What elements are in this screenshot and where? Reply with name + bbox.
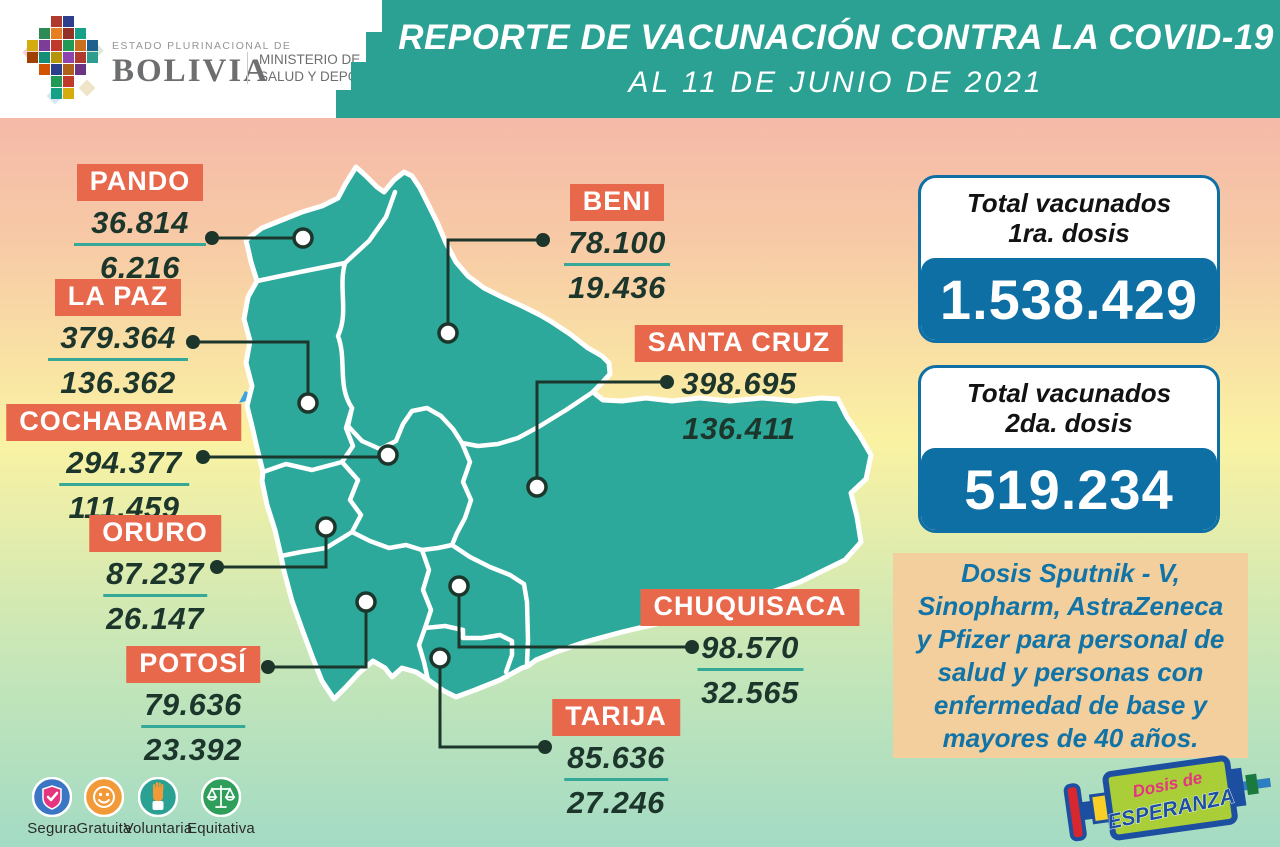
value-gratuita: Gratuita <box>64 777 144 837</box>
dose2-value: 6.216 <box>99 250 181 285</box>
dose1-value: 87.237 <box>106 556 204 591</box>
value-voluntaria: Voluntaria <box>118 777 198 837</box>
total-dose2-value: 519.234 <box>921 448 1217 530</box>
dept-name-badge: LA PAZ <box>54 279 182 316</box>
dose2-value: 23.392 <box>144 732 242 767</box>
shield-check-icon <box>32 777 72 817</box>
dose1-value: 85.636 <box>567 740 665 775</box>
value-equitativa: Equitativa <box>181 777 261 837</box>
dose2-value: 26.147 <box>106 601 204 636</box>
callout-oruro: ORURO 87.237 26.147 <box>89 515 221 634</box>
value-segura: Segura <box>12 777 92 837</box>
map-marker-dots <box>292 227 548 669</box>
dose2-value: 136.362 <box>60 365 176 400</box>
page-subtitle: AL 11 DE JUNIO DE 2021 <box>628 66 1044 99</box>
dose1-value: 398.695 <box>681 366 797 401</box>
dose1-value: 379.364 <box>60 320 176 355</box>
value-label: Equitativa <box>187 820 255 837</box>
callout-santa-cruz: SANTA CRUZ 398.695 136.411 <box>634 325 844 446</box>
dose1-value: 79.636 <box>144 687 242 722</box>
dose-underline <box>48 358 188 361</box>
callout-chuquisaca: CHUQUISACA 98.570 32.565 <box>640 589 860 710</box>
map-outline <box>241 164 874 702</box>
dose2-value: 136.411 <box>682 411 796 446</box>
dose1-value: 78.100 <box>568 225 666 260</box>
dept-name-badge: POTOSÍ <box>126 646 260 683</box>
header-titles: REPORTE DE VACUNACIÓN CONTRA LA COVID-19… <box>392 0 1280 118</box>
header-banner: REPORTE DE VACUNACIÓN CONTRA LA COVID-19… <box>0 0 1280 118</box>
callout-connectors <box>193 236 692 749</box>
dose-underline <box>563 778 668 781</box>
total-dose1-box: Total vacunados 1ra. dosis 1.538.429 <box>918 175 1220 343</box>
total-dose1-title: Total vacunados 1ra. dosis <box>966 188 1172 248</box>
callout-pando: PANDO 36.814 6.216 <box>74 164 206 283</box>
balance-scale-icon <box>201 777 241 817</box>
dept-name-badge: TARIJA <box>552 699 680 736</box>
callout-potosi: POTOSÍ 79.636 23.392 <box>126 646 260 765</box>
dept-name-badge: CHUQUISACA <box>640 589 860 626</box>
dose-underline <box>676 404 801 407</box>
dose-underline <box>74 243 206 246</box>
dose2-value: 27.246 <box>567 785 665 820</box>
dose-underline <box>141 725 245 728</box>
bolivia-mosaic-logo-icon <box>22 16 104 105</box>
logo-divider <box>247 52 248 84</box>
dept-name-badge: ORURO <box>89 515 221 552</box>
dose1-value: 294.377 <box>66 445 182 480</box>
value-label: Gratuita <box>76 820 132 837</box>
dose2-value: 19.436 <box>568 270 666 305</box>
dose-underline <box>564 263 670 266</box>
dept-name-badge: SANTA CRUZ <box>634 325 844 362</box>
value-label: Segura <box>27 820 77 837</box>
dept-name-badge: COCHABAMBA <box>6 404 242 441</box>
dept-name-badge: BENI <box>569 184 665 221</box>
value-label: Voluntaria <box>123 820 193 837</box>
dose-underline <box>58 483 189 486</box>
dept-name-badge: PANDO <box>76 164 204 201</box>
vaccine-info-note: Dosis Sputnik - V, Sinopharm, AstraZenec… <box>893 553 1248 758</box>
raised-hand-icon <box>138 777 178 817</box>
syringe-icon: Dosis de ESPERANZA <box>1063 755 1272 842</box>
total-dose2-box: Total vacunados 2da. dosis 519.234 <box>918 365 1220 533</box>
total-dose1-value: 1.538.429 <box>921 258 1217 340</box>
callout-beni: BENI 78.100 19.436 <box>564 184 670 303</box>
page-title: REPORTE DE VACUNACIÓN CONTRA LA COVID-19 <box>398 18 1274 57</box>
dose1-value: 36.814 <box>91 205 189 240</box>
callout-cochabamba: COCHABAMBA 294.377 111.459 <box>6 404 242 523</box>
total-dose2-title: Total vacunados 2da. dosis <box>966 378 1172 438</box>
dose-underline <box>696 668 803 671</box>
dose2-value: 32.565 <box>701 675 799 710</box>
callout-tarija: TARIJA 85.636 27.246 <box>552 699 680 818</box>
smiley-icon <box>84 777 124 817</box>
connector-end-dots <box>186 231 699 754</box>
dose-underline <box>103 594 207 597</box>
department-borders <box>254 189 596 683</box>
callout-la-paz: LA PAZ 379.364 136.362 <box>48 279 188 398</box>
dosis-de-esperanza-logo: Dosis de ESPERANZA <box>1056 738 1280 847</box>
dose1-value: 98.570 <box>701 630 799 665</box>
bolivia-wordmark: BOLIVIA <box>112 53 270 89</box>
